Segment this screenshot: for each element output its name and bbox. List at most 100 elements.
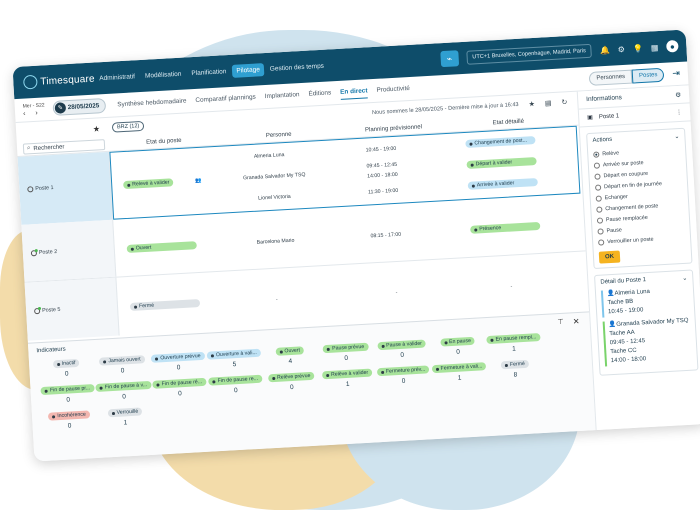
indicator-item[interactable]: En pause rempl... 1	[484, 333, 543, 354]
radio-icon	[593, 161, 601, 169]
indicator-value: 1	[512, 345, 517, 353]
indicator-item[interactable]: Fin de pause à v... 0	[94, 380, 153, 402]
indicator-item[interactable]: Ouverture prévue 0	[149, 351, 208, 373]
detail-title: Détail du Poste 1	[600, 277, 647, 286]
indicator-item[interactable]: Jamais ouvert 0	[93, 355, 152, 376]
refresh-icon[interactable]: ↻	[561, 99, 568, 107]
indicator-pill: Ouverture à vali...	[206, 348, 262, 360]
indicator-item[interactable]: Relève prévue 0	[262, 371, 321, 392]
planning-time: 08:15 - 17:00	[370, 231, 402, 240]
indicator-pill: Fermeture à vali...	[431, 362, 487, 374]
detail-person: Granada Salvador My TSQ	[616, 317, 689, 328]
date-picker[interactable]: ✎ 28/05/2025	[52, 98, 106, 116]
indicator-item[interactable]: Ouverture à vali... 5	[205, 348, 264, 370]
toggle-personnes[interactable]: Personnes	[589, 69, 633, 86]
gear-icon[interactable]: ⚙	[617, 44, 626, 54]
favorite-star-icon[interactable]: ★	[92, 123, 101, 134]
poste-name: Poste 2	[38, 248, 58, 256]
toggle-postes[interactable]: Postes	[631, 67, 665, 84]
tab-implantation[interactable]: Implantation	[264, 90, 300, 100]
more-options-icon[interactable]: ⋮	[675, 109, 683, 117]
indicator-value: 8	[513, 371, 518, 379]
actions-card: Actions ⌄ Relève Arrivée sur poste Départ …	[586, 127, 693, 269]
tab-en-direct[interactable]: En direct	[339, 83, 368, 100]
detail-card: Détail du Poste 1 ⌄ 👤Almeria Luna Tache …	[594, 269, 699, 376]
indicator-item[interactable]: Pause prévue 0	[317, 342, 376, 363]
indicator-item[interactable]: Pause à valider 0	[372, 339, 431, 360]
radio-icon	[596, 205, 603, 213]
indicator-value: 1	[345, 380, 350, 388]
indicator-value: 5	[232, 361, 237, 369]
indicator-item[interactable]: Fin de pause re... 0	[206, 374, 265, 396]
bell-icon[interactable]: 🔔	[599, 45, 611, 55]
tab-productivite[interactable]: Productivité	[376, 84, 410, 94]
nav-gestion-des-temps[interactable]: Gestion des temps	[269, 62, 325, 73]
app-window: Timesquare Administratif Modélisation Pl…	[12, 29, 700, 462]
chevron-down-icon[interactable]: ⌄	[674, 134, 680, 141]
indicator-item[interactable]: Relève à valider 1	[318, 368, 377, 389]
indicator-pill: Pause à valider	[377, 339, 427, 351]
indicator-pill: Pause prévue	[322, 342, 369, 354]
grid-view-icon[interactable]: ▤	[544, 100, 552, 108]
actions-title: Actions	[592, 136, 613, 144]
indicator-pill: Fin de pause re...	[208, 374, 263, 386]
tab-editions[interactable]: Éditions	[308, 88, 332, 98]
timezone-display[interactable]: UTC+1 Bruxelles, Copenhague, Madrid, Par…	[465, 43, 593, 65]
indicator-pill: Verrouillé	[107, 407, 143, 418]
chart-icon[interactable]: ⌁	[439, 50, 459, 68]
radio-icon	[595, 194, 602, 202]
indicator-item[interactable]: En pause 0	[428, 336, 487, 357]
chevron-down-icon[interactable]: ⌄	[682, 275, 688, 283]
indicator-item[interactable]: Ouvert 4	[261, 345, 320, 366]
collapse-panel-icon[interactable]: ⇥	[672, 67, 681, 79]
live-grid: ★ BRZ (12) Nous sommes le 28/05/2025 - D…	[16, 92, 589, 343]
person-name[interactable]: Barcelona Mario	[256, 237, 295, 246]
indicator-value: 4	[288, 357, 293, 366]
nav-pilotage[interactable]: Pilotage	[232, 62, 265, 78]
indicator-pill: Incohérence	[48, 410, 91, 421]
indicator-value: 0	[120, 367, 125, 375]
ok-button[interactable]: OK	[598, 250, 621, 264]
lightbulb-icon[interactable]: 💡	[632, 43, 644, 53]
site-badge[interactable]: BRZ (12)	[111, 120, 145, 133]
indicator-item[interactable]: Inactif 0	[37, 358, 96, 379]
radio-icon	[594, 172, 601, 180]
week-nav-arrows[interactable]: ‹ ›	[22, 109, 42, 118]
indicator-value: 0	[177, 390, 183, 398]
indicator-pill: En pause	[439, 336, 476, 347]
user-avatar-icon[interactable]: ●	[666, 39, 679, 53]
tab-comparatif[interactable]: Comparatif plannings	[195, 93, 256, 104]
star-icon[interactable]: ★	[528, 101, 536, 109]
radio-icon	[597, 227, 604, 235]
indicator-item[interactable]: Fermeture prév... 0	[374, 365, 433, 386]
detail-entry: 👤Almeria Luna Tache BB 10:45 - 19:00	[600, 285, 690, 318]
indicator-item[interactable]: Incohérence 0	[40, 410, 99, 431]
nav-modelisation[interactable]: Modélisation	[144, 70, 182, 80]
indicator-item[interactable]: Fermeture à vali... 1	[430, 362, 489, 383]
indicator-item[interactable]: Fermé 8	[486, 359, 545, 380]
logo[interactable]: Timesquare	[13, 72, 96, 91]
indicator-pill: En pause rempl...	[486, 333, 541, 345]
person-name: -	[275, 296, 278, 303]
nav-planification[interactable]: Planification	[191, 67, 227, 77]
nav-administratif[interactable]: Administratif	[99, 72, 136, 82]
status-pill: Ouvert	[126, 241, 197, 254]
view-toggle: Personnes Postes	[589, 67, 665, 86]
pin-icon[interactable]: ⊤	[557, 318, 564, 327]
row-label: Poste 1	[17, 151, 114, 225]
indicator-value: 0	[401, 377, 406, 385]
panel-title: Informations	[586, 94, 623, 104]
col-planning[interactable]: Planning prévisionnel	[364, 123, 423, 134]
indicator-item[interactable]: Fin de pause pr... 0	[38, 384, 97, 405]
apps-grid-icon[interactable]: ▦	[650, 42, 659, 52]
close-icon[interactable]: ✕	[572, 316, 580, 327]
indicator-value: 0	[66, 396, 71, 404]
settings-icon[interactable]: ⚙	[675, 91, 682, 99]
radio-icon	[593, 151, 600, 158]
indicator-value: 0	[289, 383, 294, 392]
tab-synthese[interactable]: Synthèse hebdomadaire	[117, 96, 187, 108]
indicator-item[interactable]: Verrouillé 1	[96, 407, 155, 428]
location-pin-icon	[30, 250, 38, 257]
col-etat-du-poste[interactable]: Etat du poste	[146, 137, 182, 146]
indicator-item[interactable]: Fin de pause ré... 0	[150, 377, 209, 399]
